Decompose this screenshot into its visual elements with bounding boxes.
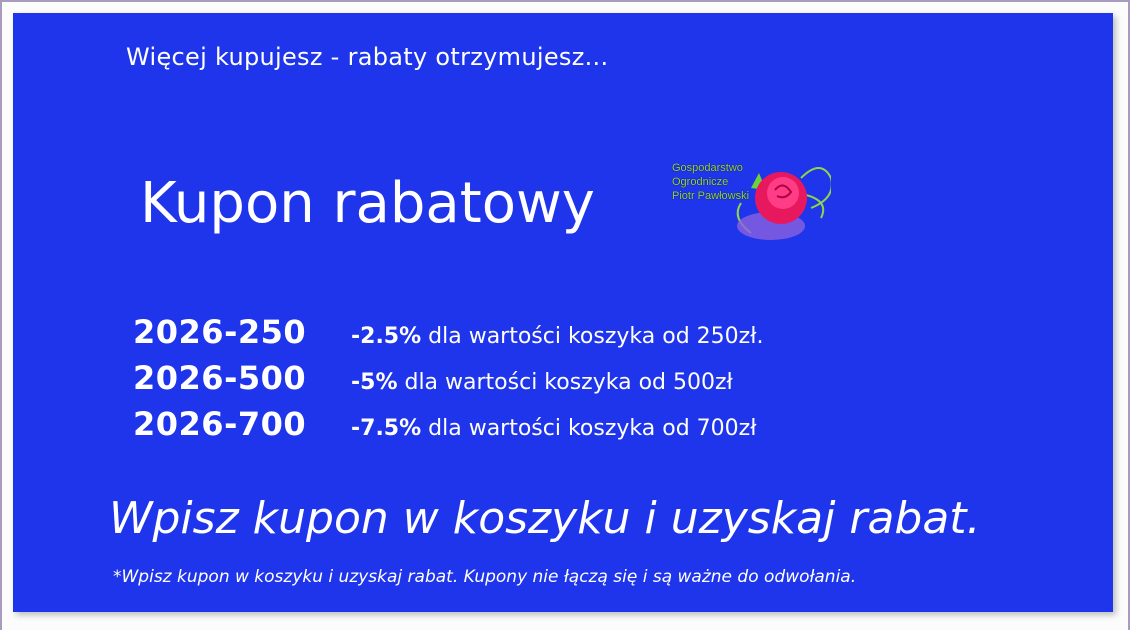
tagline: Więcej kupujesz - rabaty otrzymujesz... [126,43,609,71]
logo-line-1: Gospodarstwo [672,162,743,174]
coupon-code: 2026-700 [133,405,307,443]
coupon-list: 2026-250 -2.5% dla wartości koszyka od 2… [133,313,763,451]
logo: Gospodarstwo Ogrodnicze Piotr Pawłowski [671,148,833,248]
coupon-banner: Więcej kupujesz - rabaty otrzymujesz... … [13,13,1113,612]
logo-line-3: Piotr Pawłowski [672,190,750,202]
coupon-row: 2026-700 -7.5% dla wartości koszyka od 7… [133,405,763,451]
coupon-discount: -5% [351,370,398,395]
coupon-code: 2026-250 [133,313,307,351]
coupon-code: 2026-500 [133,359,307,397]
coupon-discount: -2.5% [351,324,422,349]
coupon-discount: -7.5% [351,416,422,441]
page-title: Kupon rabatowy [140,171,595,236]
logo-line-2: Ogrodnicze [672,176,729,188]
coupon-row: 2026-500 -5% dla wartości koszyka od 500… [133,359,763,405]
footnote: *Wpisz kupon w koszyku i uzyskaj rabat. … [113,567,857,587]
coupon-condition: dla wartości koszyka od 700zł [421,416,757,441]
coupon-condition: dla wartości koszyka od 500zł [397,370,733,395]
coupon-row: 2026-250 -2.5% dla wartości koszyka od 2… [133,313,763,359]
rose-icon [736,167,833,240]
call-to-action: Wpisz kupon w koszyku i uzyskaj rabat. [109,493,981,544]
coupon-condition: dla wartości koszyka od 250zł. [421,324,764,349]
